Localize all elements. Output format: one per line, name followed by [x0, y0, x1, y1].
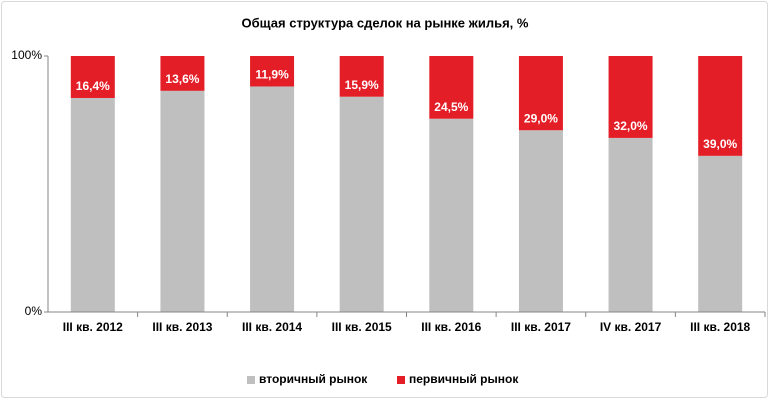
data-label: 13,6%: [165, 72, 199, 86]
chart-title: Общая структура сделок на рынке жилья, %: [242, 15, 529, 30]
bar-segment: [339, 96, 384, 312]
x-tick-label: III кв. 2015: [332, 320, 392, 334]
bar-segment: [339, 56, 384, 97]
bar-segment: [160, 90, 205, 312]
bar-segment: [518, 130, 563, 312]
legend-swatch: [247, 376, 255, 384]
x-tick-label: III кв. 2017: [511, 320, 571, 334]
x-tick-label: III кв. 2012: [63, 320, 123, 334]
bar-segment: [250, 86, 295, 313]
data-label: 11,9%: [255, 68, 289, 82]
bar-segment: [70, 56, 115, 98]
x-tick-label: IV кв. 2017: [600, 320, 662, 334]
bar-segment: [698, 155, 743, 312]
bar-segment: [429, 118, 474, 312]
data-label: 15,9%: [345, 78, 379, 92]
bar-segment: [608, 137, 653, 312]
data-label: 32,0%: [614, 119, 648, 133]
bar-segment: [429, 56, 474, 119]
x-tick-label: III кв. 2014: [242, 320, 302, 334]
x-tick-label: III кв. 2013: [152, 320, 212, 334]
bar-segment: [70, 97, 115, 312]
x-tick-label: III кв. 2018: [690, 320, 750, 334]
bar-segment: [608, 56, 653, 138]
data-label: 24,5%: [434, 100, 468, 114]
data-label: 29,0%: [524, 111, 558, 125]
x-tick-label: III кв. 2016: [421, 320, 481, 334]
legend-label: вторичный рынок: [259, 372, 368, 386]
legend-label: первичный рынок: [409, 372, 519, 386]
y-tick-label: 100%: [11, 48, 42, 62]
bar-segment: [698, 56, 743, 156]
data-label: 16,4%: [76, 79, 110, 93]
y-tick-label: 0%: [25, 304, 43, 318]
bar-segment: [160, 56, 205, 91]
data-label: 39,0%: [703, 137, 737, 151]
bar-segment: [250, 56, 295, 87]
legend-swatch: [397, 376, 405, 384]
bar-segment: [518, 56, 563, 131]
